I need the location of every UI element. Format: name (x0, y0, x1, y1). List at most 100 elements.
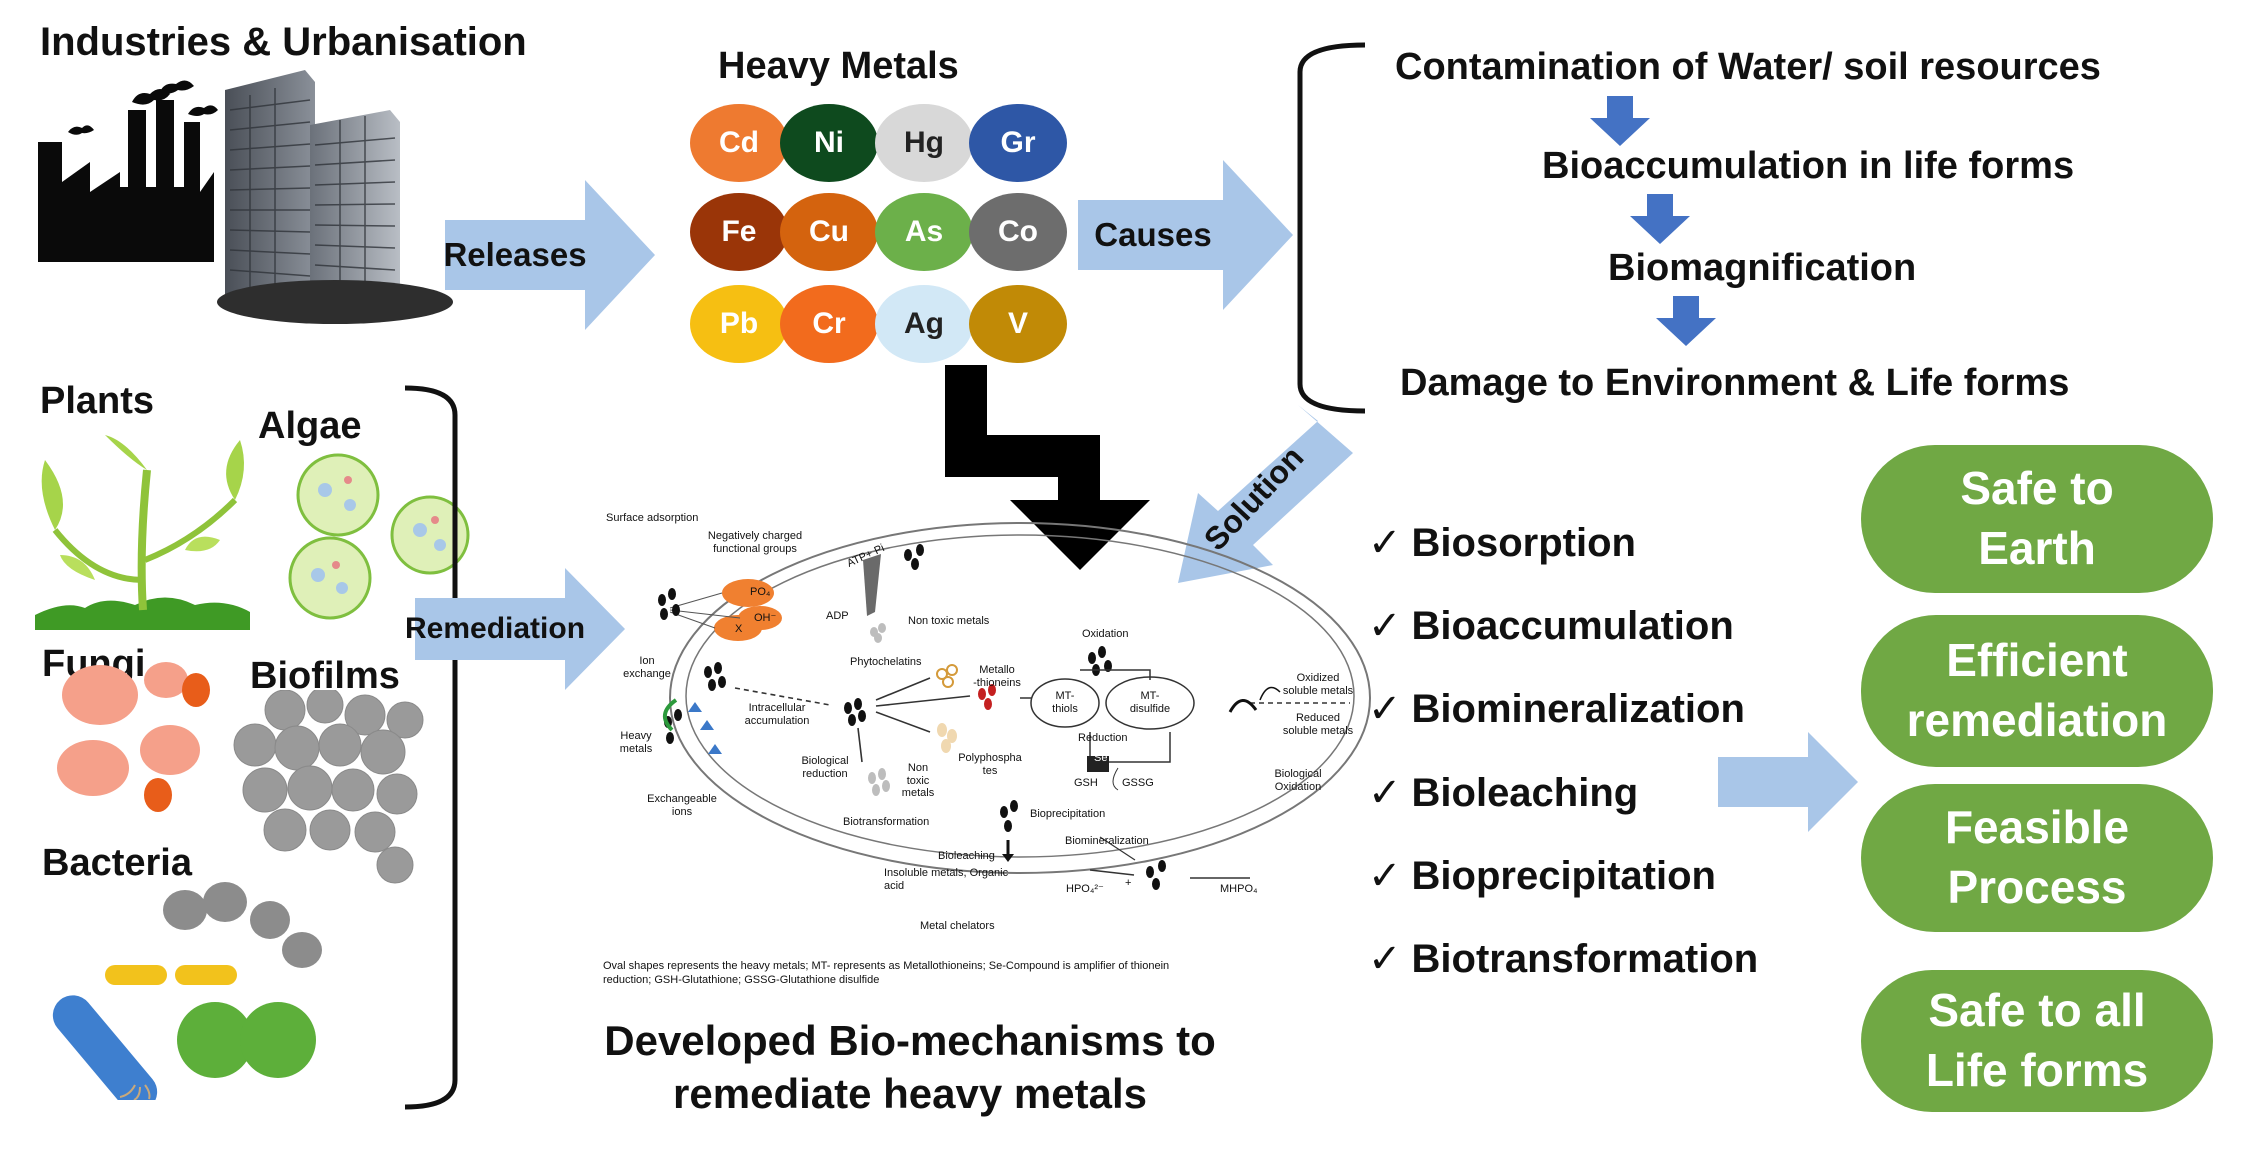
intracellular-accumulation-label: Intracellular accumulation (744, 702, 810, 727)
oh-label: OH⁻ (754, 612, 777, 624)
mechanism-label: Biosorption (1411, 521, 1636, 565)
metal-pb: Pb (690, 285, 788, 363)
benefit-text-line2: Earth (1978, 522, 2096, 574)
flow-arrow-3 (1656, 296, 1716, 346)
check-mark-icon: ✓ (1368, 771, 1402, 815)
polyphosphates-label: Polyphospha tes (958, 752, 1022, 777)
benefit-text-line1: Efficient (1946, 634, 2128, 687)
biological-oxidation-label: Biological Oxidation (1274, 768, 1322, 793)
metal-fe: Fe (690, 193, 788, 271)
mt-thiols-label: MT-thiols (1052, 690, 1078, 715)
mhpo4-label: MHPO₄ (1220, 883, 1258, 895)
metal-as: As (875, 193, 973, 271)
mechanism-item: ✓ Bioprecipitation (1368, 853, 1716, 899)
mechanism-item: ✓ Biosorption (1368, 520, 1636, 566)
metal-co: Co (969, 193, 1067, 271)
flow-arrow-1 (1590, 96, 1650, 146)
benefit-text-line1: Feasible (1944, 801, 2130, 854)
oxidized-soluble-label: Oxidized soluble metals (1282, 672, 1354, 697)
bottom-title: Developed Bio-mechanisms to remediate he… (560, 1015, 1260, 1120)
algae-label: Algae (258, 405, 362, 447)
metallothioneins-label: Metallo -thioneins (973, 664, 1021, 689)
check-mark-icon: ✓ (1368, 854, 1402, 898)
hpo4-label: HPO₄²⁻ (1066, 883, 1104, 895)
phytochelatins-label: Phytochelatins (850, 656, 922, 668)
plus-label: + (1125, 877, 1132, 889)
gsh-label: GSH (1074, 777, 1098, 789)
metal-cr: Cr (780, 285, 878, 363)
x-label: X (735, 623, 743, 635)
mechanism-item: ✓ Biotransformation (1368, 936, 1758, 982)
benefit-pill: Feasible Process (1861, 784, 2213, 932)
releases-arrow (445, 180, 655, 330)
exchangeable-ions-label: Exchangeable ions (647, 793, 717, 818)
metal-ag: Ag (875, 285, 973, 363)
bioleaching-label: Bioleaching (938, 850, 995, 862)
releases-label: Releases (443, 236, 587, 273)
flow-step-damage: Damage to Environment & Life forms (1400, 362, 2070, 404)
check-mark-icon: ✓ (1368, 937, 1402, 981)
reduction-label: Reduction (1078, 732, 1128, 744)
metal-v: V (969, 285, 1067, 363)
flow-arrow-2 (1630, 194, 1690, 244)
mechanism-label: Bioaccumulation (1411, 604, 1734, 648)
skyscrapers-icon (217, 70, 453, 324)
biofilm-icon (233, 690, 424, 884)
mechanism-item: ✓ Biomineralization (1368, 686, 1745, 732)
causes-arrow (1078, 160, 1293, 310)
heavy-metals-title: Heavy Metals (718, 45, 959, 87)
mechanism-label: Biomineralization (1411, 687, 1745, 731)
mechanism-label: Bioleaching (1411, 771, 1639, 815)
bottom-title-line2: remediate heavy metals (673, 1069, 1147, 1117)
mechanism-cell-diagram (658, 522, 1371, 890)
biomineralization-label: Biomineralization (1065, 835, 1149, 847)
algae-icon (288, 453, 470, 620)
biotransformation-label: Biotransformation (843, 816, 930, 828)
metal-hg: Hg (875, 104, 973, 182)
benefit-text-line2: remediation (1906, 694, 2168, 746)
remediation-label: Remediation (404, 612, 586, 645)
insoluble-metals-label: Insoluble metals, Organic acid (884, 867, 1009, 892)
mechanism-item: ✓ Bioleaching (1368, 770, 1638, 816)
oxidation-label: Oxidation (1082, 628, 1129, 640)
metal-chelators-label: Metal chelators (920, 920, 995, 932)
heavy-metals-label: Heavy metals (619, 730, 653, 755)
benefit-text-line2: Process (1947, 861, 2127, 913)
benefit-text-line1: Safe to (1960, 462, 2114, 515)
bacteria-label: Bacteria (42, 842, 192, 884)
biological-reduction-label: Biological reduction (801, 755, 849, 780)
black-bent-arrow (945, 365, 1150, 570)
benefits-arrow (1718, 732, 1858, 832)
se-label: Se (1094, 752, 1108, 764)
causes-label: Causes (1094, 216, 1212, 253)
mechanism-label: Bioprecipitation (1411, 854, 1716, 898)
benefit-text-line2: Life forms (1925, 1044, 2149, 1096)
mechanism-label: Biotransformation (1411, 937, 1759, 981)
po4-label: PO₄ (750, 586, 771, 598)
bottom-title-line1: Developed Bio-mechanisms to (604, 1017, 1216, 1064)
gssg-label: GSSG (1122, 777, 1154, 789)
flow-step-biomagnification: Biomagnification (1608, 247, 1917, 289)
reduced-soluble-label: Reduced soluble metals (1282, 712, 1354, 737)
factory-icon (38, 80, 218, 262)
check-mark-icon: ✓ (1368, 687, 1402, 731)
ion-exchange-label: Ion exchange (623, 655, 671, 680)
flow-step-contamination: Contamination of Water/ soil resources (1395, 46, 2101, 88)
flow-step-bioaccumulation: Bioaccumulation in life forms (1542, 145, 2075, 187)
mt-disulfide-label: MT-disulfide (1129, 690, 1171, 715)
surface-adsorption-label: Surface adsorption (606, 512, 699, 524)
remediation-arrow (415, 568, 625, 690)
solution-arrow (1178, 405, 1353, 583)
metal-gr: Gr (969, 104, 1067, 182)
metal-cu: Cu (780, 193, 878, 271)
bacteria-icon (52, 882, 322, 1100)
negative-groups-label: Negatively charged functional groups (707, 530, 803, 555)
benefit-text-line1: Safe to all (1928, 984, 2146, 1037)
metal-ni: Ni (780, 104, 878, 182)
non-toxic-metals-top-label: Non toxic metals (908, 615, 990, 627)
organisms-bracket (404, 385, 458, 1110)
check-mark-icon: ✓ (1368, 604, 1402, 648)
benefit-pill: Safe to Earth (1861, 445, 2213, 593)
benefit-pill: Efficient remediation (1861, 615, 2213, 767)
diagram-caption-1: Oval shapes represents the heavy metals;… (603, 960, 1170, 972)
